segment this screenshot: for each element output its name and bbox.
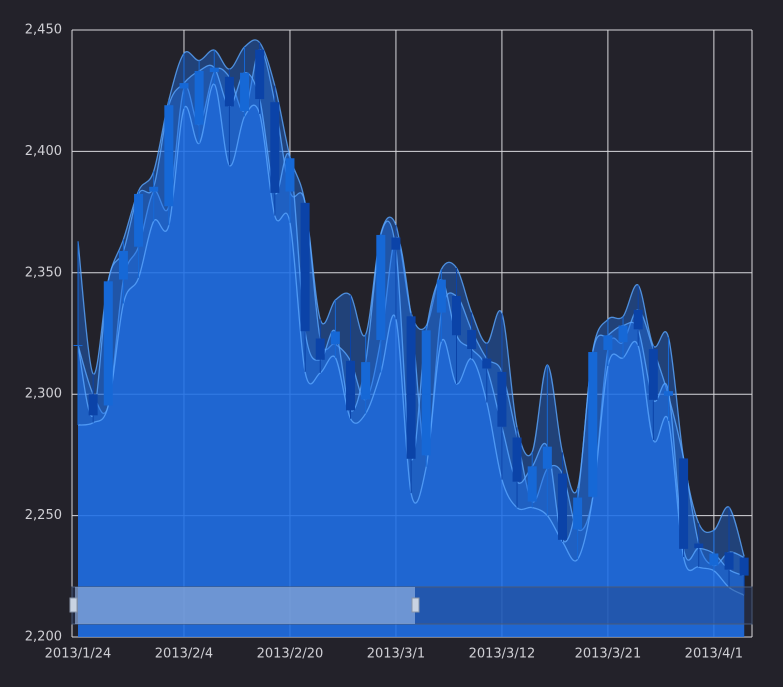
candle-body <box>224 76 234 107</box>
candle-body <box>739 557 749 576</box>
candle-body <box>467 330 477 350</box>
candle-body <box>497 371 507 427</box>
y-tick-label: 2,200 <box>25 630 62 645</box>
x-tick-label: 2013/3/12 <box>469 647 536 662</box>
area <box>78 65 745 638</box>
x-tick-label: 2013/3/1 <box>367 647 425 662</box>
candle-body <box>648 349 658 400</box>
slider-window[interactable] <box>75 587 415 624</box>
candle-body <box>391 237 401 250</box>
candle-body <box>406 316 416 459</box>
candle-body <box>285 158 295 192</box>
candle-body <box>315 338 325 360</box>
candle-body <box>512 437 522 482</box>
candle-body <box>618 325 628 343</box>
candle-body <box>603 335 613 350</box>
candle-body <box>361 362 371 400</box>
candle-body <box>300 202 310 332</box>
candle-body <box>709 553 719 566</box>
x-tick-label: 2013/2/4 <box>155 647 213 662</box>
x-tick-label: 2013/3/21 <box>575 647 642 662</box>
y-tick-label: 2,350 <box>25 265 62 280</box>
candle-body <box>376 234 386 341</box>
candle-body <box>724 552 734 570</box>
candle-body <box>330 331 340 345</box>
candle-body <box>255 49 265 100</box>
candle-body <box>527 466 537 502</box>
x-tick-label: 2013/4/1 <box>685 647 743 662</box>
area <box>78 83 745 637</box>
data-zoom-slider[interactable] <box>69 586 753 625</box>
candle-body <box>573 497 583 530</box>
candle-body <box>633 309 643 330</box>
x-tick-label: 2013/1/24 <box>45 647 112 662</box>
candle-body <box>270 102 280 193</box>
y-tick-label: 2,250 <box>25 508 62 523</box>
candle-body <box>421 330 431 456</box>
candle-body <box>557 473 567 540</box>
x-tick-label: 2013/2/20 <box>257 647 324 662</box>
y-tick-label: 2,400 <box>25 144 62 159</box>
candle-body <box>436 279 446 313</box>
candle-body <box>452 296 461 336</box>
candle-body <box>588 352 598 497</box>
candle-body <box>134 193 144 247</box>
slider-handle[interactable] <box>411 597 420 613</box>
candle-body <box>179 83 189 89</box>
line <box>77 39 745 557</box>
candle-body <box>694 543 704 549</box>
candle-body <box>73 345 83 347</box>
slider-handle[interactable] <box>69 597 78 613</box>
candle-body <box>194 70 204 125</box>
y-tick-label: 2,450 <box>25 23 62 38</box>
plot-area: 2,200 2,250 2,300 2,350 2,400 2,450 2013/1/24 2… <box>25 23 753 662</box>
candle-body <box>346 360 356 411</box>
candle-body <box>542 446 552 469</box>
candle-body <box>88 394 98 416</box>
candle-body <box>482 358 492 369</box>
candle-body <box>209 67 219 73</box>
candle-body <box>679 458 689 549</box>
candle-body <box>663 391 673 396</box>
candle-body <box>118 250 128 280</box>
candle-body <box>103 281 113 406</box>
candle-body <box>149 186 159 192</box>
y-tick-label: 2,300 <box>25 387 62 402</box>
candle-body <box>164 105 174 207</box>
line <box>77 64 745 577</box>
candle-body <box>240 72 250 112</box>
